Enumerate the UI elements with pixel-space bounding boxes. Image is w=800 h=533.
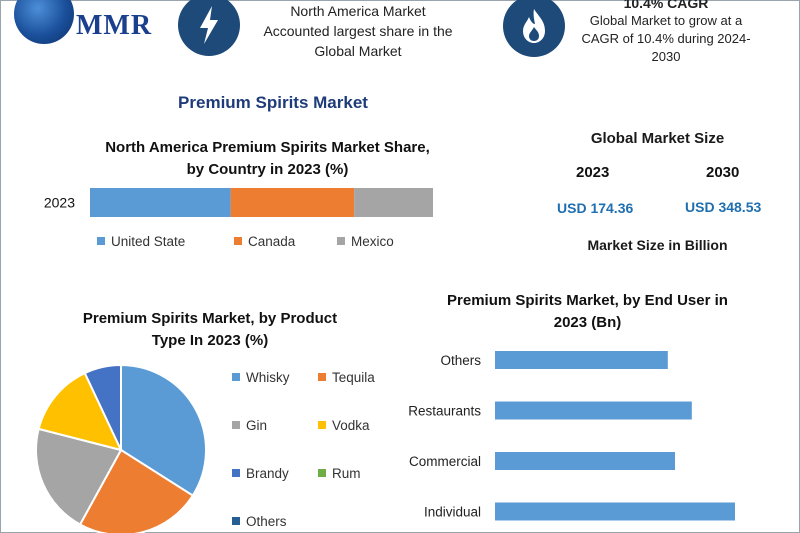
pie-legend-item: Others xyxy=(232,514,287,529)
legend-item-united-state: United State xyxy=(97,234,185,249)
enduser-chart-title-line: Premium Spirits Market, by End User in xyxy=(447,292,728,309)
legend-label: Tequila xyxy=(332,370,375,385)
legend-swatch xyxy=(318,373,326,381)
enduser-chart-title-line: 2023 (Bn) xyxy=(553,314,622,331)
product-chart-title: Premium Spirits Market, by Product Type … xyxy=(60,308,360,352)
legend-swatch xyxy=(232,421,240,429)
legend-label: Brandy xyxy=(246,466,289,481)
pie-legend-item: Rum xyxy=(318,466,361,481)
pie-slice xyxy=(35,427,123,526)
country-stacked-bar-chart: 2023 xyxy=(44,188,433,217)
enduser-bar xyxy=(495,502,735,521)
pie-slice xyxy=(83,363,122,451)
pie-slice xyxy=(78,448,195,533)
stacked-bar-segment xyxy=(90,188,231,217)
market-size-year-2030: 2030 xyxy=(706,164,740,181)
enduser-bar xyxy=(495,351,668,369)
legend-label: Gin xyxy=(246,418,268,433)
product-chart-title-line: Type In 2023 (%) xyxy=(151,332,269,349)
market-size-year-2023: 2023 xyxy=(576,164,610,181)
legend-label: Mexico xyxy=(351,234,394,249)
pie-legend-item: Vodka xyxy=(318,418,370,433)
stacked-bar-segment xyxy=(354,188,433,217)
header-item2-line: CAGR of 10.4% during 2024- xyxy=(581,31,751,46)
header-item2-text: Global Market to grow at a CAGR of 10.4%… xyxy=(566,12,766,66)
header-item1-text: North America Market Accounted largest s… xyxy=(240,1,476,61)
category-label: 2023 xyxy=(44,195,75,211)
pie-legend-item: Brandy xyxy=(232,466,289,481)
pie-slice xyxy=(37,371,123,452)
legend-swatch xyxy=(232,373,240,381)
header-item1-line: Global Market xyxy=(314,43,402,59)
market-size-value-2023: USD 174.36 xyxy=(557,200,634,216)
enduser-bar xyxy=(495,401,692,420)
legend-item-canada: Canada xyxy=(234,234,295,249)
header-item1-line: Accounted largest share in the xyxy=(263,23,453,39)
pie-legend-item: Tequila xyxy=(318,370,375,385)
legend-swatch xyxy=(318,421,326,429)
product-pie-chart xyxy=(35,363,207,533)
stacked-bar-segment xyxy=(230,188,355,217)
flame-icon xyxy=(503,0,565,57)
legend-swatch xyxy=(337,237,345,245)
header-item2-line: Global Market to grow at a xyxy=(589,13,743,28)
lightning-icon xyxy=(178,0,240,56)
legend-label: Canada xyxy=(248,234,296,249)
market-size-value-2030: USD 348.53 xyxy=(685,199,762,215)
market-size-title: Global Market Size xyxy=(590,130,725,147)
legend-label: Whisky xyxy=(246,370,290,385)
product-chart-title-line: Premium Spirits Market, by Product xyxy=(82,310,338,327)
legend-label: Others xyxy=(246,514,287,529)
header-item1-line: North America Market xyxy=(290,3,426,19)
enduser-chart-title: Premium Spirits Market, by End User in 2… xyxy=(420,290,755,334)
bar-category-label: Commercial xyxy=(409,454,481,469)
country-chart-title-line: North America Premium Spirits Market Sha… xyxy=(105,139,430,156)
legend-item-mexico: Mexico xyxy=(337,234,394,249)
bar-category-label: Individual xyxy=(424,505,481,520)
legend-label: Vodka xyxy=(332,418,370,433)
legend-swatch xyxy=(318,469,326,477)
header-item2-title: 10.4% CAGR xyxy=(623,0,709,11)
page-title: Premium Spirits Market xyxy=(178,93,368,112)
legend-swatch xyxy=(97,237,105,245)
legend-label: United State xyxy=(111,234,186,249)
legend-swatch xyxy=(232,517,240,525)
header-item2-line: 2030 xyxy=(651,49,681,64)
enduser-bar-chart: Others Restaurants Commercial Individual xyxy=(408,351,735,521)
country-chart-title-line: by Country in 2023 (%) xyxy=(186,161,349,178)
enduser-bar xyxy=(495,452,675,470)
pie-legend-item: Gin xyxy=(232,418,267,433)
country-chart-title: North America Premium Spirits Market Sha… xyxy=(80,137,455,181)
legend-label: Rum xyxy=(332,466,361,481)
legend-swatch xyxy=(234,237,242,245)
legend-swatch xyxy=(232,469,240,477)
market-size-unit: Market Size in Billion xyxy=(587,237,728,253)
logo-text: MMR xyxy=(76,10,153,41)
bar-category-label: Restaurants xyxy=(408,404,481,419)
bar-category-label: Others xyxy=(440,353,481,368)
pie-legend-item: Whisky xyxy=(232,370,290,385)
